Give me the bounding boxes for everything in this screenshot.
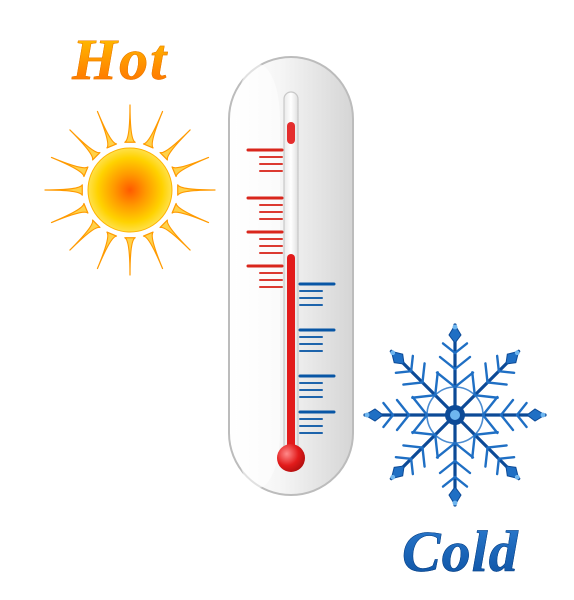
thermometer-bulb xyxy=(277,444,305,472)
cold-label: Cold xyxy=(402,518,519,585)
thermometer-mercury xyxy=(287,254,295,460)
snowflake-core-highlight xyxy=(450,410,460,420)
snowflake-icon xyxy=(360,320,550,510)
thermometer-icon xyxy=(228,56,354,496)
infographic-canvas: Hot xyxy=(0,0,574,600)
hot-label: Hot xyxy=(72,26,168,93)
sun-icon xyxy=(40,100,220,280)
thermometer-highlight xyxy=(236,64,280,488)
thermometer-mercury-top xyxy=(287,122,295,144)
